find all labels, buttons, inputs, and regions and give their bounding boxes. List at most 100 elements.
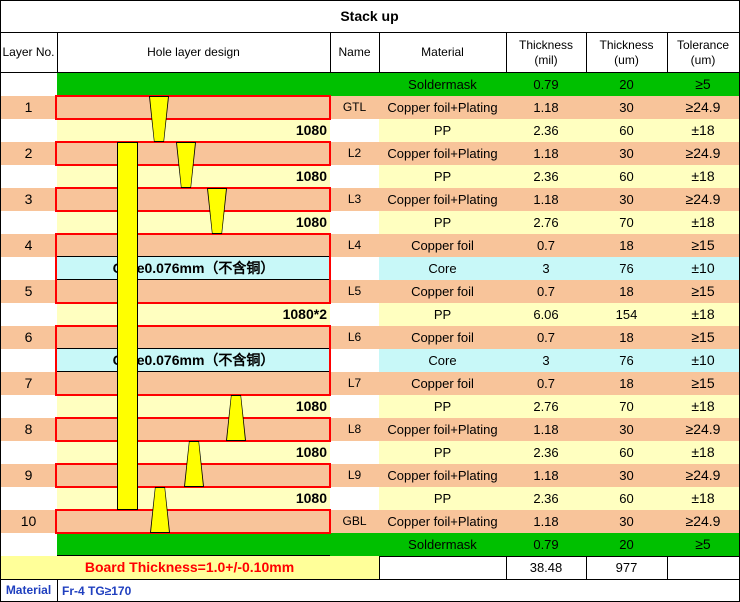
layer-name [330, 303, 380, 327]
layer-outline [55, 417, 331, 442]
layer-number: 2 [0, 142, 58, 166]
layer-name: GBL [330, 510, 380, 534]
layer-number [0, 533, 58, 557]
pp-type-label: 1080*2 [282, 306, 327, 322]
layer-number [0, 165, 58, 189]
header-material: Material [379, 33, 507, 73]
layer-name [330, 73, 380, 97]
layer-name [330, 349, 380, 373]
layer-number [0, 303, 58, 327]
layer-name [330, 211, 380, 235]
material-cell: Copper foil [379, 372, 507, 396]
thickness-mil-cell: 1.18 [506, 142, 587, 166]
tolerance-cell: ≥15 [667, 326, 740, 350]
material-cell: PP [379, 165, 507, 189]
layer-name: L4 [330, 234, 380, 258]
layer-number: 8 [0, 418, 58, 442]
layer-name: L3 [330, 188, 380, 212]
thickness-um-cell: 60 [586, 119, 668, 143]
micro-via-fill [150, 97, 168, 141]
thickness-mil-cell: 0.7 [506, 326, 587, 350]
thickness-um-cell: 20 [586, 533, 668, 557]
layer-number [0, 487, 58, 511]
thickness-mil-cell: 2.36 [506, 165, 587, 189]
thickness-um-cell: 30 [586, 418, 668, 442]
material-cell: Core [379, 257, 507, 281]
thickness-um-cell: 30 [586, 464, 668, 488]
thickness-mil-cell: 2.36 [506, 119, 587, 143]
thickness-um-cell: 18 [586, 372, 668, 396]
tolerance-cell: ±18 [667, 211, 740, 235]
layer-name: L5 [330, 280, 380, 304]
thickness-mil-cell: 2.36 [506, 441, 587, 465]
layer-number: 7 [0, 372, 58, 396]
thickness-mil-cell: 0.79 [506, 533, 587, 557]
layer-name: L7 [330, 372, 380, 396]
pp-type-label: 1080 [295, 168, 327, 184]
layer-name [330, 395, 380, 419]
tolerance-cell: ≥24.9 [667, 142, 740, 166]
layer-number: 9 [0, 464, 58, 488]
header-layer-no: Layer No. [0, 33, 58, 73]
layer-name [330, 487, 380, 511]
micro-via [207, 188, 227, 234]
layer-outline [55, 95, 331, 120]
pp-type-label: 1080 [295, 398, 327, 414]
thickness-um-cell: 18 [586, 326, 668, 350]
thickness-um-cell: 60 [586, 165, 668, 189]
layer-number [0, 119, 58, 143]
material-cell: Soldermask [379, 73, 507, 97]
pp-outline [55, 394, 331, 396]
layer-number [0, 349, 58, 373]
material-note-value: Fr-4 TG≥170 [62, 584, 132, 598]
thickness-mil-cell: 1.18 [506, 188, 587, 212]
material-cell: PP [379, 211, 507, 235]
pp-outline [55, 486, 331, 488]
material-cell: Copper foil [379, 234, 507, 258]
thickness-um-cell: 30 [586, 510, 668, 534]
table-title: Stack up [0, 0, 740, 33]
footer-material-blank [379, 556, 507, 580]
thickness-um-cell: 30 [586, 188, 668, 212]
tolerance-cell: ≥15 [667, 372, 740, 396]
material-cell: Copper foil+Plating [379, 510, 507, 534]
thickness-mil-cell: 6.06 [506, 303, 587, 327]
layer-number [0, 395, 58, 419]
thickness-mil-cell: 3 [506, 257, 587, 281]
layer-outline [55, 509, 331, 534]
header-thickness-mil: Thickness (mil) [506, 33, 587, 73]
layer-number [0, 211, 58, 235]
total-um: 977 [586, 556, 668, 580]
layer-number [0, 73, 58, 97]
thickness-um-cell: 60 [586, 487, 668, 511]
micro-via-fill [185, 442, 203, 486]
tolerance-cell: ≥24.9 [667, 188, 740, 212]
pp-type-label: 1080 [295, 122, 327, 138]
layer-number: 4 [0, 234, 58, 258]
header-tolerance: Tolerance (um) [667, 33, 740, 73]
micro-via-fill [151, 488, 169, 532]
layer-name: L8 [330, 418, 380, 442]
layer-name [330, 533, 380, 557]
material-cell: PP [379, 303, 507, 327]
material-cell: Copper foil [379, 280, 507, 304]
thickness-um-cell: 18 [586, 280, 668, 304]
tolerance-cell: ≥24.9 [667, 96, 740, 120]
layer-number: 1 [0, 96, 58, 120]
thickness-mil-cell: 0.79 [506, 73, 587, 97]
tolerance-cell: ≥5 [667, 73, 740, 97]
material-cell: Copper foil+Plating [379, 96, 507, 120]
thickness-um-cell: 154 [586, 303, 668, 327]
material-cell: PP [379, 119, 507, 143]
layer-name: L9 [330, 464, 380, 488]
tolerance-cell: ≥24.9 [667, 418, 740, 442]
layer-name [330, 257, 380, 281]
thickness-mil-cell: 1.18 [506, 510, 587, 534]
header-hole-design: Hole layer design [57, 33, 331, 73]
thickness-um-cell: 60 [586, 441, 668, 465]
footer-tol-blank [667, 556, 740, 580]
layer-number [0, 441, 58, 465]
micro-via [149, 96, 169, 142]
thickness-mil-cell: 1.18 [506, 418, 587, 442]
